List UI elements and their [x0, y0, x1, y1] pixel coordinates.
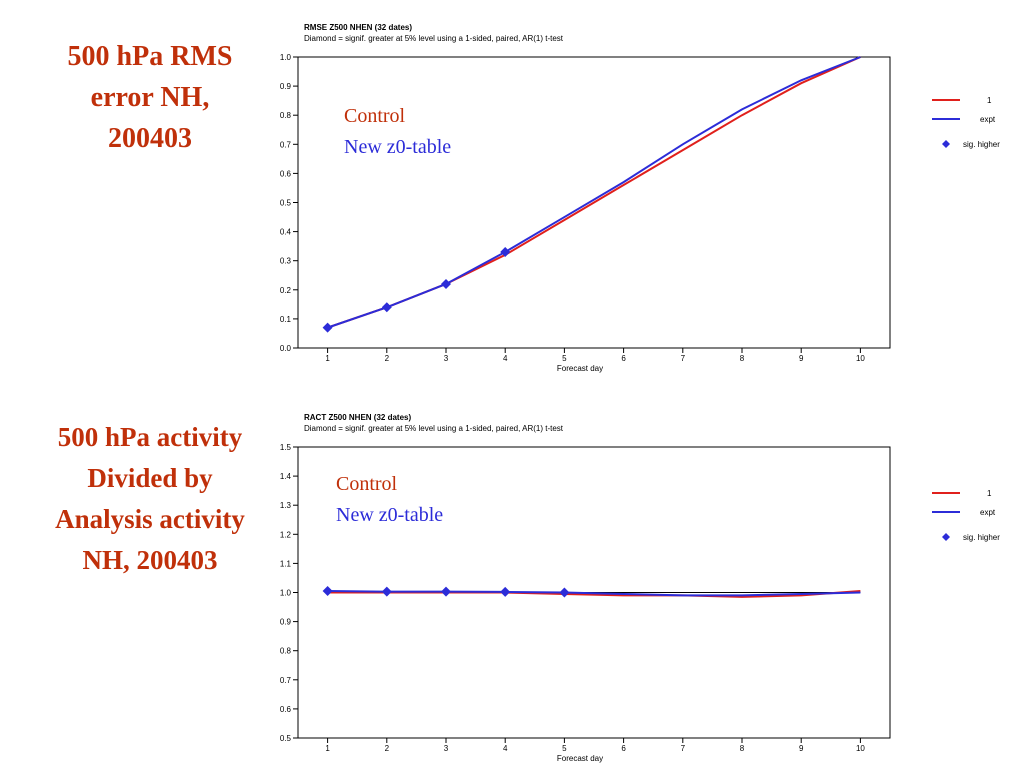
legend-label-sig-higher: sig. higher [963, 140, 1000, 149]
sig-higher-marker [322, 586, 333, 597]
y-tick-label: 0.3 [280, 257, 292, 266]
x-tick-label: 10 [856, 354, 865, 363]
sig-higher-marker [441, 586, 451, 597]
x-tick-label: 4 [503, 744, 508, 753]
x-tick-label: 3 [444, 744, 449, 753]
y-tick-label: 0.6 [280, 705, 292, 714]
series-line-control [327, 56, 861, 329]
x-tick-label: 7 [681, 354, 686, 363]
inset-legend-control: Control [344, 105, 406, 127]
inset-legend-new: New z0-table [336, 504, 443, 526]
chart-header-line1: RACT Z500 NHEN (32 dates) [304, 413, 411, 422]
x-axis-label: Forecast day [557, 754, 603, 763]
y-tick-label: 1.0 [280, 589, 292, 598]
x-tick-label: 5 [562, 354, 567, 363]
x-tick-label: 5 [562, 744, 567, 753]
x-tick-label: 6 [621, 744, 626, 753]
chart-header-line1: RMSE Z500 NHEN (32 dates) [304, 23, 412, 32]
legend-label-control: 1 [987, 96, 992, 105]
x-tick-label: 10 [856, 744, 865, 753]
y-tick-label: 0.9 [280, 618, 292, 627]
y-tick-label: 1.4 [280, 472, 292, 481]
sig-higher-marker [381, 302, 392, 313]
x-tick-label: 2 [385, 354, 390, 363]
inset-legend-new: New z0-table [344, 136, 451, 158]
x-tick-label: 1 [325, 744, 330, 753]
series-line-expt [327, 56, 861, 329]
y-tick-label: 0.7 [280, 676, 292, 685]
inset-legend-control: Control [336, 473, 398, 495]
legend-label-expt: expt [980, 115, 996, 124]
y-tick-label: 0.5 [280, 199, 292, 208]
y-tick-label: 0.5 [280, 734, 292, 743]
x-tick-label: 2 [385, 744, 390, 753]
series-line-expt [327, 590, 861, 597]
y-tick-label: 1.1 [280, 559, 292, 568]
x-tick-label: 8 [740, 744, 745, 753]
y-tick-label: 0.9 [280, 82, 292, 91]
y-tick-label: 0.1 [280, 315, 292, 324]
sig-higher-marker [500, 586, 511, 597]
y-tick-label: 0.8 [280, 647, 292, 656]
y-tick-label: 0.8 [280, 111, 292, 120]
chart-header-line2: Diamond = signif. greater at 5% level us… [304, 34, 564, 43]
x-tick-label: 8 [740, 354, 745, 363]
x-axis-label: Forecast day [557, 364, 603, 373]
y-tick-label: 1.3 [280, 501, 292, 510]
y-tick-label: 0.6 [280, 169, 292, 178]
legend-swatch-sig-higher [942, 533, 950, 541]
chart-title-rms: 500 hPa RMS error NH, 200403 [67, 41, 233, 154]
legend-label-control: 1 [987, 489, 992, 498]
y-tick-label: 1.0 [280, 53, 292, 62]
y-tick-label: 0.4 [280, 228, 292, 237]
x-tick-label: 7 [681, 744, 686, 753]
sig-higher-marker [500, 246, 511, 257]
sig-higher-marker [559, 587, 570, 598]
chart-title-activity: 500 hPa activity Divided by Analysis act… [55, 422, 245, 575]
legend-label-sig-higher: sig. higher [963, 533, 1000, 542]
y-tick-label: 1.5 [280, 443, 292, 452]
y-tick-label: 1.2 [280, 530, 292, 539]
x-tick-label: 6 [621, 354, 626, 363]
x-tick-label: 1 [325, 354, 330, 363]
x-tick-label: 9 [799, 354, 804, 363]
y-tick-label: 0.0 [280, 344, 292, 353]
x-tick-label: 3 [444, 354, 449, 363]
x-tick-label: 4 [503, 354, 508, 363]
y-tick-label: 0.7 [280, 140, 292, 149]
sig-higher-marker [322, 322, 333, 333]
x-tick-label: 9 [799, 744, 804, 753]
y-tick-label: 0.2 [280, 286, 292, 295]
legend-label-expt: expt [980, 508, 996, 517]
sig-higher-marker [441, 278, 451, 289]
chart-header-line2: Diamond = signif. greater at 5% level us… [304, 424, 564, 433]
legend-swatch-sig-higher [942, 140, 950, 148]
sig-higher-marker [381, 586, 392, 597]
